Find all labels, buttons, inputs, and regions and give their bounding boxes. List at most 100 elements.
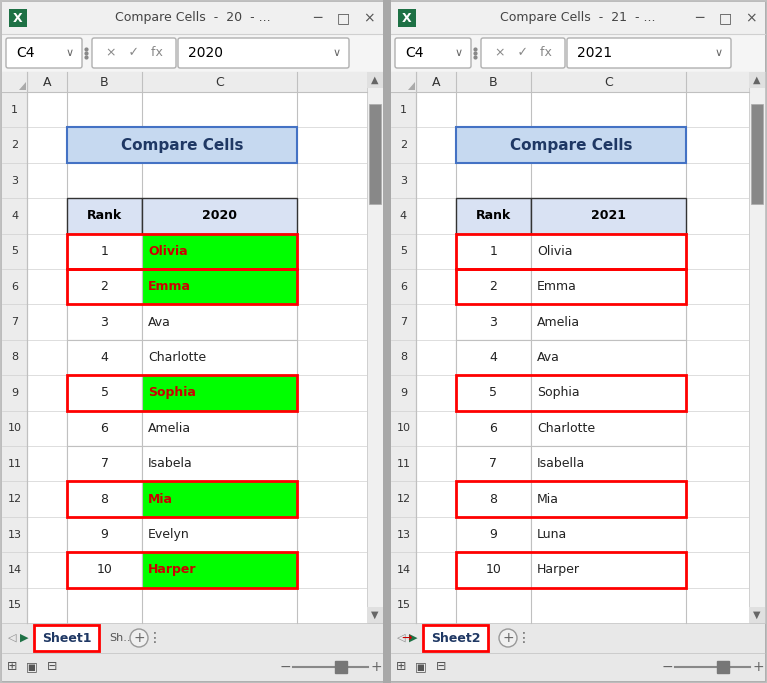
Bar — [2, 623, 383, 653]
Text: 6: 6 — [100, 422, 108, 435]
Text: 11: 11 — [397, 459, 410, 469]
Text: Emma: Emma — [537, 280, 577, 293]
Text: Harper: Harper — [148, 563, 196, 576]
Bar — [398, 9, 416, 27]
Text: 13: 13 — [8, 529, 21, 540]
Bar — [2, 653, 383, 681]
Bar — [751, 104, 763, 204]
Bar — [367, 72, 383, 88]
Bar — [391, 72, 765, 623]
Text: ⋮: ⋮ — [148, 631, 162, 645]
Text: 10: 10 — [397, 423, 410, 433]
Text: 9: 9 — [100, 528, 108, 541]
Text: 9: 9 — [489, 528, 498, 541]
Text: 14: 14 — [8, 565, 21, 575]
Text: 5: 5 — [400, 247, 407, 256]
Bar — [749, 607, 765, 623]
Text: +: + — [133, 631, 145, 645]
Bar — [531, 517, 686, 552]
Text: Harper: Harper — [537, 563, 580, 576]
Text: ×: × — [364, 11, 375, 25]
Bar — [531, 446, 686, 482]
Text: 2020: 2020 — [202, 210, 237, 223]
Text: 2020: 2020 — [188, 46, 223, 60]
Text: 3: 3 — [11, 176, 18, 186]
Bar — [67, 517, 142, 552]
Text: ▶: ▶ — [20, 633, 28, 643]
Text: Olivia: Olivia — [148, 245, 188, 257]
Text: Charlotte: Charlotte — [148, 351, 206, 364]
Text: 4: 4 — [100, 351, 108, 364]
Text: Sheet1: Sheet1 — [41, 632, 91, 645]
Text: ∨: ∨ — [715, 48, 723, 58]
Polygon shape — [19, 82, 26, 90]
Bar — [391, 72, 749, 92]
Bar — [142, 340, 297, 375]
Bar — [2, 2, 383, 34]
Text: ⊟: ⊟ — [47, 660, 58, 673]
Text: Mia: Mia — [537, 492, 559, 505]
Bar — [456, 410, 531, 446]
Bar — [456, 552, 531, 587]
Text: Isabela: Isabela — [148, 457, 193, 470]
Text: 1: 1 — [100, 245, 108, 257]
Text: 2: 2 — [100, 280, 108, 293]
Text: Olivia: Olivia — [537, 245, 572, 257]
Bar — [67, 375, 297, 410]
Bar — [142, 198, 297, 234]
Bar — [9, 9, 27, 27]
Text: 2: 2 — [489, 280, 498, 293]
Text: ▼: ▼ — [753, 610, 761, 620]
Bar — [531, 340, 686, 375]
Bar — [142, 446, 297, 482]
Text: 10: 10 — [97, 563, 113, 576]
Text: ⊞: ⊞ — [7, 660, 17, 673]
Text: 8: 8 — [489, 492, 498, 505]
FancyBboxPatch shape — [178, 38, 349, 68]
Bar — [67, 305, 142, 340]
Bar — [391, 72, 416, 92]
Bar — [531, 234, 686, 269]
Bar — [67, 552, 142, 587]
Bar — [456, 305, 531, 340]
Text: Sophia: Sophia — [148, 387, 196, 400]
Text: 2: 2 — [11, 140, 18, 150]
Bar — [456, 128, 686, 163]
Text: Charlotte: Charlotte — [537, 422, 595, 435]
Text: Luna: Luna — [537, 528, 568, 541]
Text: C4: C4 — [405, 46, 423, 60]
Text: Ava: Ava — [537, 351, 560, 364]
Text: Amelia: Amelia — [537, 316, 580, 329]
Text: Sh...: Sh... — [109, 633, 134, 643]
Bar — [391, 34, 765, 72]
Bar — [367, 72, 383, 623]
Text: 13: 13 — [397, 529, 410, 540]
Text: +: + — [502, 631, 514, 645]
Text: 6: 6 — [11, 281, 18, 292]
Text: 8: 8 — [11, 352, 18, 363]
Text: ∨: ∨ — [66, 48, 74, 58]
Bar — [2, 72, 383, 623]
Text: B: B — [489, 76, 498, 89]
Bar — [67, 446, 142, 482]
Bar — [456, 375, 686, 410]
Bar — [391, 2, 765, 34]
Text: 11: 11 — [8, 459, 21, 469]
Bar — [67, 269, 297, 305]
Text: ▣: ▣ — [26, 660, 38, 673]
Bar — [456, 198, 531, 234]
Text: ▣: ▣ — [415, 660, 427, 673]
Bar — [142, 305, 297, 340]
Bar — [456, 340, 531, 375]
Bar — [456, 269, 531, 305]
FancyBboxPatch shape — [481, 38, 565, 68]
Text: Sheet2: Sheet2 — [431, 632, 480, 645]
Bar — [142, 552, 297, 587]
Text: 12: 12 — [8, 494, 21, 504]
Text: Compare Cells  -  21  - ...: Compare Cells - 21 - ... — [500, 12, 656, 25]
Text: A: A — [432, 76, 440, 89]
FancyBboxPatch shape — [395, 38, 471, 68]
Text: 7: 7 — [11, 317, 18, 327]
Text: 9: 9 — [11, 388, 18, 398]
Bar — [391, 623, 765, 653]
